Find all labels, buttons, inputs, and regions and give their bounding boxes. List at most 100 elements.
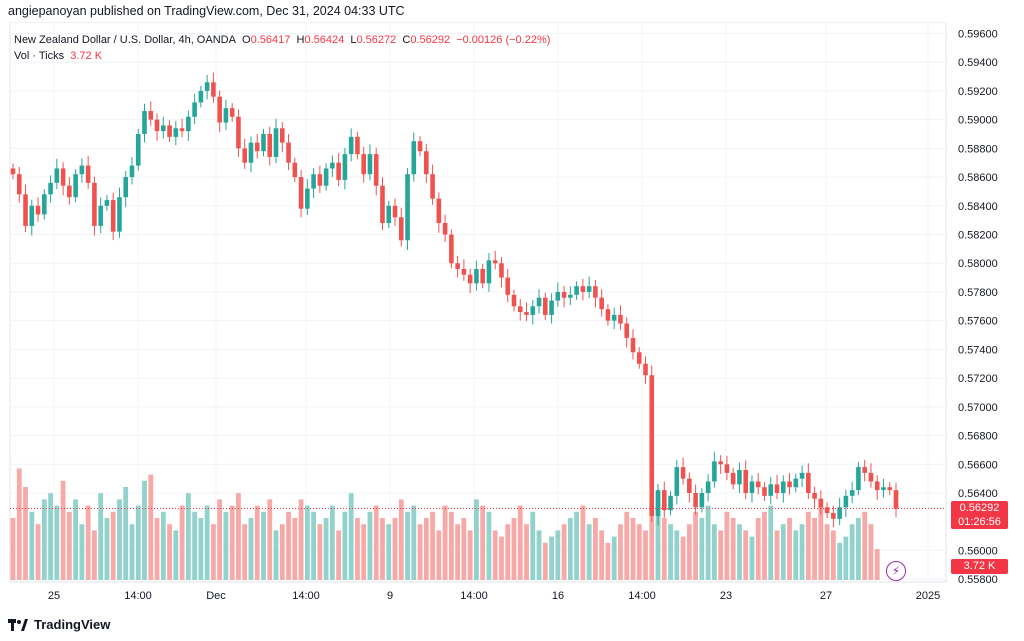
volume-bar [517,505,523,580]
candle-body [267,134,273,157]
volume-bar [680,536,686,580]
open-label: O [242,34,251,46]
volume-bar [686,524,692,580]
volume-bar [23,487,28,580]
y-tick-label: 0.58800 [958,143,998,155]
volume-bar [204,505,210,580]
volume-bar [66,511,72,580]
lightning-icon[interactable]: ⚡ [886,561,906,581]
candle-body [605,309,611,321]
plot-frame [9,22,947,583]
candle-body [543,297,548,315]
candle-body [361,154,366,175]
candle-body [148,111,154,120]
volume-bar [342,511,348,580]
volume-bar [668,524,673,580]
open-value: 0.56417 [250,34,291,46]
volume-bar [192,511,198,580]
candle-body [417,141,423,152]
candle-body [849,490,855,496]
y-tick-label: 0.57400 [958,344,998,356]
volume-bar [636,524,642,580]
candle-body [517,306,523,313]
candle-body [818,498,824,508]
volume-bar [837,542,843,580]
candle-body [874,481,880,491]
candle-body [123,177,129,198]
volume-bar [35,524,41,580]
volume-bar [574,511,580,580]
candle-body [749,481,755,493]
y-tick-label: 0.59600 [958,28,998,40]
volume-bar [868,524,874,580]
volume-value: 3.72 K [70,50,103,62]
candle-body [737,470,742,485]
chart[interactable]: 0.59600 0.59400 0.59200 0.59000 0.58800 0.586… [0,22,1024,617]
y-tick-label: 0.57200 [958,373,998,385]
volume-bar [386,524,392,580]
volume-bar [448,511,454,580]
candle-body [198,90,204,103]
candle-body [630,337,636,353]
candle-body [54,168,60,183]
volume-bar [655,493,661,580]
candle-body [430,174,435,199]
candle-body [405,174,410,241]
candle-body [636,352,642,364]
candle-body [236,116,241,149]
candle-body [186,116,191,132]
volume-bar [455,524,461,580]
symbol-legend: New Zealand Dollar / U.S. Dollar, 4h, OA… [14,34,550,46]
candle-body [674,467,680,496]
volume-bar [467,530,473,580]
candle-body [887,487,893,491]
x-tick-label: 14:00 [628,590,656,602]
volume-bar [198,518,204,580]
candle-body [29,205,35,226]
candle-body [856,467,861,491]
candle-body [492,260,498,264]
candle-body [661,490,667,511]
volume-bar [298,499,304,580]
volume-bar [499,536,504,580]
candle-body [599,297,604,310]
candle-body [305,188,310,209]
volume-bar [856,518,861,580]
candle-body [380,185,385,224]
candle-body [73,174,78,198]
candle-body [793,478,799,488]
candle-body [317,174,323,186]
volume-bar [611,536,617,580]
volume-bar [210,524,216,580]
volume-bar [98,493,104,580]
candle-body [455,263,460,269]
volume-bar [674,530,680,580]
y-tick-label: 0.56600 [958,459,998,471]
publish-line: angiepanoyan published on TradingView.co… [8,4,405,18]
change-value: −0.00126 (−0.22%) [456,34,551,46]
candle-body [298,177,304,209]
candle-body [311,174,316,189]
volume-bar [267,499,273,580]
candle-body [624,323,630,338]
x-tick-label: 16 [552,590,564,602]
y-tick-label: 0.56400 [958,488,998,500]
last-price-text: 0.56292 [959,502,1000,515]
y-tick-label: 0.56000 [958,545,998,557]
volume-bar [787,518,792,580]
close-label: C [402,34,411,46]
volume-bar [849,524,855,580]
candle-body [248,142,254,163]
volume-bar [142,480,147,580]
volume-bar [762,511,767,580]
candle-body [486,260,492,284]
x-tick-label: 23 [720,590,732,602]
volume-bar [355,518,360,580]
candle-body [780,481,786,493]
volume-bar [511,518,517,580]
volume-bar [862,511,868,580]
x-tick-label: 14:00 [124,590,152,602]
symbol-name: New Zealand Dollar / U.S. Dollar, 4h, OA… [14,34,236,46]
footer-brand[interactable]: TradingView [8,617,110,632]
candle-body [110,200,116,232]
